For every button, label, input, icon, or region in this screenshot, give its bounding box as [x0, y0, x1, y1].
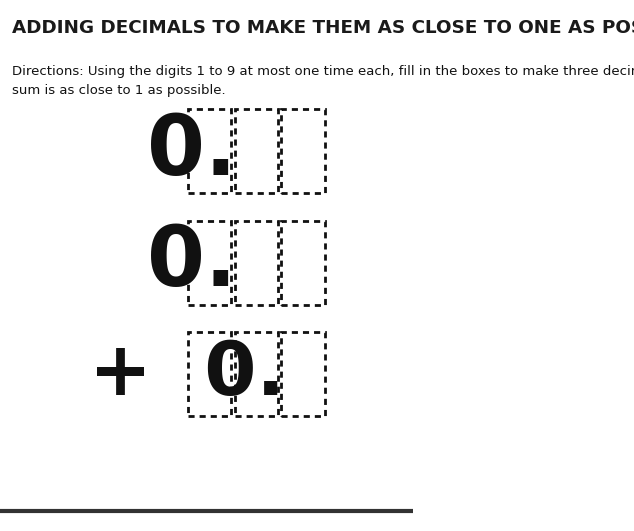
Text: +  0.: + 0. — [89, 338, 285, 411]
Bar — [235, 221, 278, 305]
Text: 0.: 0. — [146, 222, 236, 303]
Text: ADDING DECIMALS TO MAKE THEM AS CLOSE TO ONE AS POSSIBLE: ADDING DECIMALS TO MAKE THEM AS CLOSE TO… — [13, 19, 634, 37]
Text: Directions: Using the digits 1 to 9 at most one time each, fill in the boxes to : Directions: Using the digits 1 to 9 at m… — [13, 65, 634, 97]
Bar — [281, 221, 325, 305]
Bar — [235, 332, 278, 416]
Bar — [188, 332, 231, 416]
Bar — [281, 332, 325, 416]
Bar — [188, 109, 231, 193]
Bar — [281, 109, 325, 193]
Bar — [188, 221, 231, 305]
Bar — [235, 109, 278, 193]
Text: 0.: 0. — [146, 111, 236, 192]
